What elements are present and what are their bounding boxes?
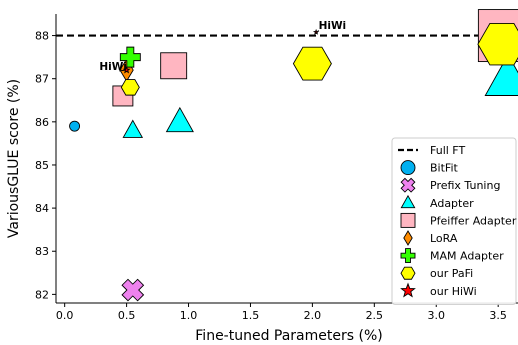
- legend-swatch: [400, 282, 416, 298]
- ticks: 0.0 0.5 1.0 1.5 2.0 2.5 3.0 3.5 82 83 84 85 86 87 88: [35, 30, 507, 322]
- legend-label: MAM Adapter: [430, 250, 504, 263]
- prefix-tuning-point: [121, 278, 145, 302]
- x-tick-label: 1.0: [180, 309, 198, 322]
- legend-label: Adapter: [430, 197, 474, 210]
- y-tick-label: 82: [35, 288, 49, 301]
- x-tick-label: 1.5: [242, 309, 260, 322]
- legend-label: Prefix Tuning: [430, 179, 500, 192]
- x-tick-label: 2.0: [304, 309, 322, 322]
- legend-box: [391, 137, 517, 305]
- legend-label: BitFit: [430, 162, 458, 175]
- annotation-arrow: [315, 30, 319, 35]
- legend-swatch: [400, 160, 416, 176]
- hiwi-annotation: HiWi: [99, 61, 127, 73]
- y-tick-label: 84: [35, 202, 49, 215]
- hiwi-annotation: HiWi: [319, 20, 347, 32]
- x-tick-label: 0.5: [118, 309, 136, 322]
- legend-swatch: [400, 212, 416, 228]
- y-tick-label: 86: [35, 116, 49, 129]
- y-tick-label: 87: [35, 73, 49, 86]
- our-pafi-point: [477, 22, 518, 66]
- annotations: HiWi HiWi: [99, 20, 346, 73]
- our-hiwi-point: [122, 65, 131, 74]
- adapter-point: [122, 119, 144, 138]
- legend-swatch: [403, 230, 413, 246]
- legend-swatch: [400, 194, 416, 209]
- x-axis-label: Fine-tuned Parameters (%): [195, 328, 382, 344]
- legend: Full FT BitFit Prefix Tuning Adapter Pfeiffe…: [391, 137, 517, 305]
- legend-swatch: [400, 177, 416, 193]
- bitfit-point: [69, 120, 81, 132]
- plot-area: [56, 9, 518, 302]
- legend-label: our PaFi: [430, 267, 473, 280]
- y-tick-label: 88: [35, 30, 49, 43]
- x-tick-label: 0.0: [56, 309, 74, 322]
- legend-label: our HiWi: [430, 285, 477, 298]
- adapter-point: [165, 106, 194, 133]
- x-tick-label: 3.5: [489, 309, 507, 322]
- pfeiffer-adapter-point: [160, 52, 188, 80]
- mam-adapter-point: [119, 46, 141, 68]
- legend-swatch: [400, 248, 416, 264]
- legend-label: LoRA: [430, 232, 458, 245]
- x-tick-label: 2.5: [366, 309, 384, 322]
- our-pafi-point: [292, 46, 332, 81]
- legend-swatch: [400, 266, 416, 280]
- y-tick-label: 83: [35, 245, 49, 258]
- y-tick-label: 85: [35, 159, 49, 172]
- x-tick-label: 3.0: [428, 309, 446, 322]
- y-axis-label: VariousGLUE score (%): [6, 79, 22, 238]
- legend-label: Pfeiffer Adapter: [430, 214, 517, 227]
- our-pafi-point: [120, 79, 140, 96]
- legend-label: Full FT: [430, 144, 465, 157]
- annotation-arrow: [119, 69, 126, 72]
